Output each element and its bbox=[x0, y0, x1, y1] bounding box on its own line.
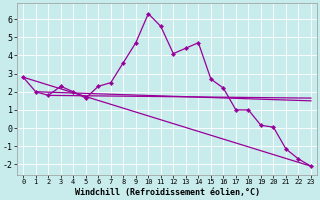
X-axis label: Windchill (Refroidissement éolien,°C): Windchill (Refroidissement éolien,°C) bbox=[75, 188, 260, 197]
